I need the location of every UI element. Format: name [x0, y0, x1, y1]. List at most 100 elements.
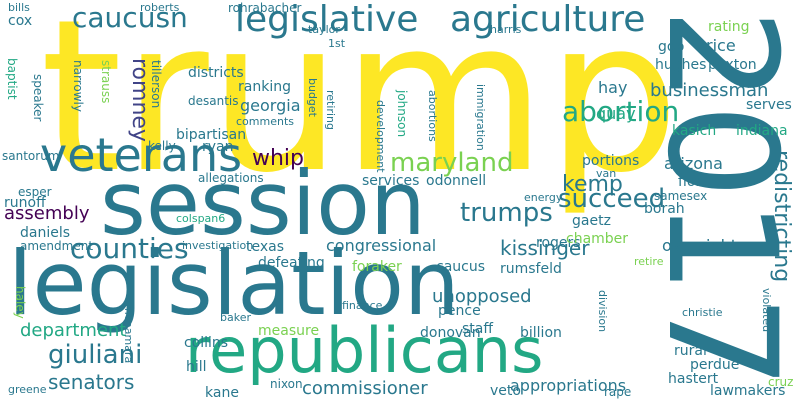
word-energy: energy	[524, 191, 563, 204]
word-gaetz: gaetz	[572, 213, 611, 229]
word-legislation: legislation	[8, 232, 460, 335]
word-roberts: roberts	[140, 1, 180, 14]
word-donovan: donovan	[420, 325, 481, 341]
word-esper: esper	[18, 185, 52, 199]
word-ryan: ryan	[202, 139, 234, 155]
word-taylor: taylor	[308, 23, 340, 36]
word-georgia: georgia	[240, 96, 301, 115]
word-rohrabacher: rohrabacher	[228, 1, 302, 15]
word-session: session	[100, 152, 426, 255]
word-oversight: oversight	[662, 236, 738, 255]
word-texas: texas	[246, 239, 285, 255]
word-romney: romney	[127, 58, 152, 142]
word-johnson: johnson	[395, 90, 409, 138]
word-lawmakers: lawmakers	[710, 383, 786, 399]
word-christie: christie	[682, 306, 723, 319]
word-rural: rural	[674, 343, 707, 359]
word-paxton: paxton	[708, 57, 757, 73]
word-whip: whip	[252, 146, 305, 171]
word-giuliani: giuliani	[48, 340, 143, 370]
word-kissinger: kissinger	[500, 236, 590, 260]
word-congressional: congressional	[326, 236, 437, 255]
word-businessman: businessman	[650, 80, 769, 101]
word-serves: serves	[746, 97, 792, 113]
word-fiorina: fiorina	[678, 174, 723, 190]
word-arizona: arizona	[664, 154, 723, 173]
word-bipartisan: bipartisan	[176, 127, 247, 143]
word-retiring: retiring	[324, 90, 337, 130]
word-mcnamara: mcnamara	[122, 304, 135, 364]
word-cruz: cruz	[768, 375, 794, 389]
word-cox: cox	[8, 13, 33, 29]
word-colspan6: colspan6	[176, 212, 226, 225]
word-tillerson: tillerson	[149, 60, 163, 109]
word-trumps: trumps	[460, 198, 553, 228]
word-daniels: daniels	[20, 225, 71, 241]
word-agriculture: agriculture	[450, 0, 646, 40]
word-measure: measure	[258, 323, 320, 339]
word-desantis: desantis	[188, 94, 239, 108]
word-indiana: indiana	[736, 123, 788, 139]
word-division: division	[596, 290, 609, 333]
word-baker: baker	[220, 311, 251, 324]
word-greene: greene	[8, 383, 47, 396]
word-hill: hill	[186, 359, 207, 375]
word-appropriations: appropriations	[510, 376, 627, 395]
word-bills: bills	[8, 1, 30, 14]
word-republicans: republicans	[185, 314, 544, 387]
word-caucusn: caucusn	[72, 1, 188, 34]
word-amendment: amendment	[20, 239, 94, 253]
word-haley: haley	[13, 286, 27, 319]
word-staff: staff	[462, 321, 494, 337]
word-unopposed: unopposed	[432, 286, 532, 307]
word-odonnell: odonnell	[426, 173, 487, 189]
word-rumsfeld: rumsfeld	[500, 261, 562, 277]
word-chamber: chamber	[566, 231, 629, 247]
word-caucus: caucus	[436, 259, 486, 275]
word-legislative: legislative	[235, 0, 419, 40]
word-nixon: nixon	[270, 377, 303, 391]
word-ranking: ranking	[238, 79, 291, 95]
word-samesex: samesex	[654, 189, 708, 203]
word-abortion: abortion	[562, 95, 680, 128]
word-immigration: immigration	[474, 84, 487, 151]
word-gop: gop	[658, 39, 685, 55]
word-senators: senators	[48, 370, 135, 394]
word-finance: finance	[342, 299, 383, 312]
word-strauss: strauss	[99, 60, 113, 104]
word-rogers: rogers	[536, 235, 581, 251]
word-development: development	[374, 100, 387, 173]
word-1st: 1st	[328, 37, 346, 50]
word-van: van	[596, 167, 617, 180]
word-rating: rating	[708, 19, 750, 35]
word-investigation: investigation	[182, 239, 254, 252]
word-kelly: kelly	[148, 139, 176, 153]
word-veterans: veterans	[40, 128, 243, 182]
word-runoff: runoff	[4, 195, 46, 211]
word-retire: retire	[634, 255, 664, 268]
word-maryland: maryland	[390, 148, 514, 178]
word-abortions: abortions	[426, 90, 439, 142]
word-baptist: baptist	[5, 58, 19, 100]
word-hay: hay	[598, 78, 628, 97]
word-veto: veto	[490, 383, 521, 399]
word-harris: harris	[490, 23, 522, 36]
word-violated: violated	[760, 288, 773, 333]
word-kasich: kasich	[672, 123, 717, 139]
word-commissioner: commissioner	[302, 378, 428, 399]
word-defeating: defeating	[258, 255, 325, 271]
word-districts: districts	[188, 65, 244, 81]
word-redistricting: redistricting	[769, 150, 794, 283]
word-narrowly: narrowly	[71, 60, 85, 112]
word-kemp: kemp	[562, 172, 623, 197]
word-speaker: speaker	[31, 74, 45, 122]
word-department: department	[20, 320, 127, 341]
word-santorum: santorum	[2, 149, 60, 163]
word-kane: kane	[205, 385, 239, 400]
word-trump: trump	[40, 0, 680, 219]
word-services: services	[362, 173, 420, 189]
word-hastert: hastert	[668, 371, 719, 387]
word-pence: pence	[438, 303, 481, 319]
word-borah: borah	[644, 201, 685, 217]
